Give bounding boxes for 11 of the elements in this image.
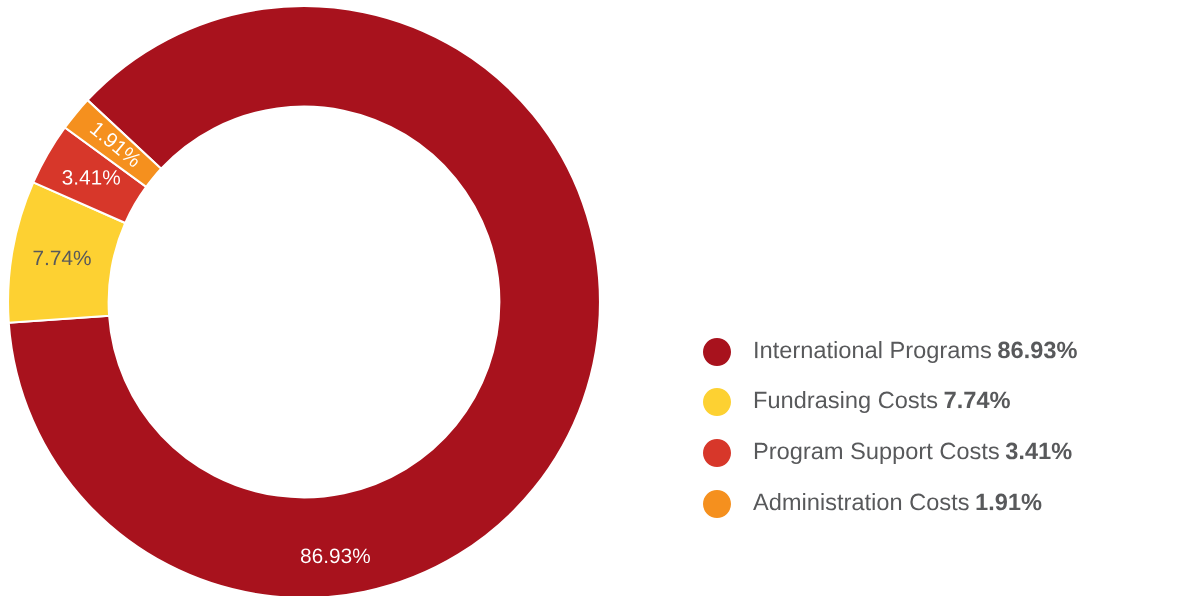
legend-label: Fundrasing Costs [754,390,938,413]
legend-label: International Programs [755,340,991,363]
data-label: 86.93% [300,548,370,564]
text: 3.41% [1005,442,1072,460]
legend-label: Administration Costs [753,492,969,511]
data-label: 7.74% [33,250,91,266]
text: 1.91% [976,493,1042,511]
data-label: 3.41% [62,170,120,185]
legend-label: Program Support Costs [754,442,999,464]
text: 86.93% [998,341,1077,359]
text: 7.74% [944,391,1010,409]
